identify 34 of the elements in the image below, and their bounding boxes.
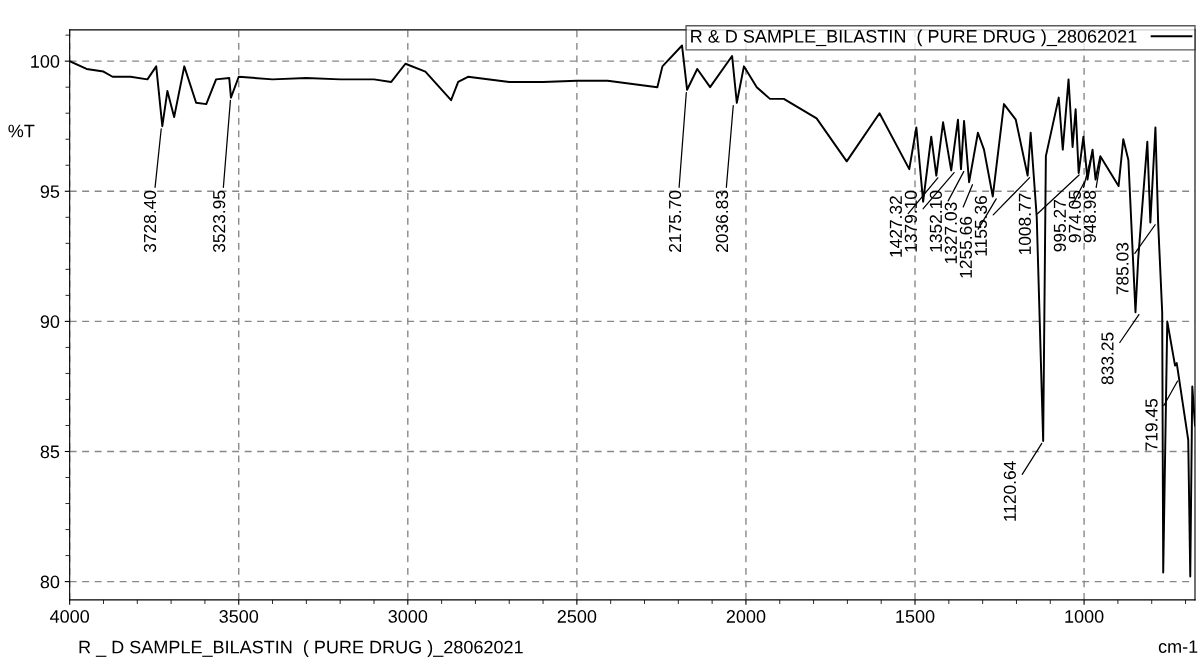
annotation: 2175.70 <box>668 190 682 252</box>
annotation: 1155.36 <box>974 196 987 256</box>
annotation: 974.05 <box>1068 190 1081 243</box>
annotation: 1379.10 <box>904 190 917 252</box>
annotation: 3523.95 <box>213 190 226 253</box>
y-tick-label: 95 <box>40 185 60 198</box>
x-tick-label: 2500 <box>557 610 597 623</box>
y-tick-label: 90 <box>40 315 60 329</box>
x-axis-title: cm-1 <box>1158 640 1198 653</box>
y-tick-label: 100 <box>31 55 60 68</box>
annotation: 1008.77 <box>1018 193 1031 255</box>
annotation: 1255.66 <box>959 216 972 278</box>
annotation: 1327.03 <box>944 202 957 264</box>
annotation: 833.25 <box>1101 332 1114 385</box>
x-tick-label: 2000 <box>726 610 766 623</box>
legend-label: R & D SAMPLE_BILASTIN ( PURE DRUG )_28062021 <box>691 29 1137 47</box>
annotation: 3728.40 <box>143 190 157 253</box>
annotation: 2036.83 <box>715 190 729 252</box>
annotation: 1120.64 <box>1003 461 1016 521</box>
y-tick-label: 85 <box>40 445 60 459</box>
y-axis-title: %T <box>8 124 35 138</box>
y-tick-label: 80 <box>40 575 60 589</box>
text: R _ D SAMPLE_BILASTIN ( PURE DRUG )_28062021 <box>79 640 523 658</box>
annotation: 995.27 <box>1053 200 1066 252</box>
x-tick-label: 1000 <box>1065 610 1104 623</box>
x-tick-label: 3000 <box>388 610 428 623</box>
x-tick-label: 4000 <box>49 610 90 623</box>
annotation: 785.03 <box>1116 242 1129 295</box>
annotation: 1427.32 <box>889 196 902 257</box>
annotation: 719.45 <box>1145 398 1158 451</box>
x-tick-label: 1500 <box>896 610 935 623</box>
annotation: 948.98 <box>1083 190 1096 243</box>
x-tick-label: 3500 <box>219 610 259 623</box>
annotation: 1352.10 <box>929 190 942 252</box>
